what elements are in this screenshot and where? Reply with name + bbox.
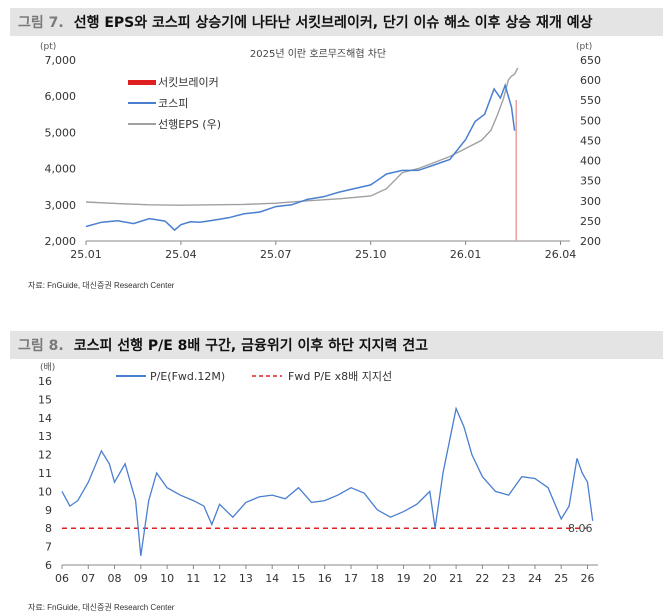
x-tick-label: 08 [108,572,122,585]
x-tick-label: 25.01 [70,248,102,261]
y-tick: 10 [38,485,52,498]
x-tick-label: 11 [186,572,200,585]
figure-8-title: 코스피 선행 P/E 8배 구간, 금융위기 이후 하단 지지력 견고 [73,338,429,354]
y-tick: 13 [38,430,52,443]
y-tick-left: 4,000 [45,163,77,176]
x-tick-label: 19 [397,572,411,585]
chart-1: (pt) (pt) 2,000 3,000 4,000 5,000 6,000 7,000 20… [40,42,601,261]
y-tick-left: 5,000 [45,126,77,139]
legend-label: Fwd P/E x8배 지지선 [288,370,392,383]
x-tick-label: 17 [344,572,358,585]
x-tick-label: 12 [213,572,227,585]
x-tick-label: 25.04 [165,248,197,261]
x-tick-label: 06 [55,572,69,585]
x-tick-label: 25.10 [355,248,387,261]
annotation-label: 2025년 이란 호르무즈해협 차단 [250,47,386,60]
kospi-line [85,82,516,232]
figure-7-source: 자료: FnGuide, 대신증권 Research Center [28,281,175,290]
x-tick-label: 25.07 [260,248,292,261]
legend-label: P/E(Fwd.12M) [150,370,225,383]
y-tick-left: 3,000 [45,199,77,212]
x-tick-label: 20 [423,572,437,585]
x-tick-label: 14 [265,572,279,585]
chart-2: (배) 6 7 8 9 10 11 12 13 14 15 16 06 07 08 09 10 11 12 13 14 1… [38,362,598,585]
y-unit: (배) [40,362,55,373]
y-tick-right: 250 [580,215,601,228]
y-tick-right: 500 [580,114,601,127]
y-tick-right: 350 [580,175,601,188]
y-tick-right: 200 [580,235,601,248]
figure-7-number: 그림 7. [18,15,64,31]
x-tick-label: 10 [160,572,174,585]
pe-end-label: 8.06 [568,522,593,535]
legend-label: 코스피 [158,97,188,110]
legend-label: 선행EPS (우) [158,118,221,131]
y-tick-left: 6,000 [45,90,77,103]
x-tick-label: 26 [580,572,594,585]
y-tick-left: 2,000 [45,235,77,248]
x-tick-label: 26.04 [545,248,577,261]
y-tick: 12 [38,449,52,462]
x-tick-label: 09 [134,572,148,585]
legend-label: 서킷브레이커 [158,76,219,89]
x-tick-label: 23 [502,572,516,585]
y-tick: 14 [38,412,52,425]
pe-line [61,406,594,556]
y-tick-right: 600 [580,74,601,87]
x-tick-label: 15 [291,572,305,585]
x-tick-label: 16 [318,572,332,585]
figure-8-source: 자료: FnGuide, 대신증권 Research Center [28,603,175,612]
y-tick-right: 400 [580,155,601,168]
figure-7-title: 선행 EPS와 코스피 상승기에 나타난 서킷브레이커, 단기 이슈 해소 이후… [73,15,593,31]
y-tick: 6 [45,559,52,572]
x-tick-label: 21 [449,572,463,585]
x-tick-label: 24 [528,572,542,585]
x-tick-label: 22 [475,572,489,585]
y-tick-right: 450 [580,134,601,147]
figure-8-header: 그림 8. 코스피 선행 P/E 8배 구간, 금융위기 이후 하단 지지력 견… [10,331,663,359]
y-tick: 16 [38,375,52,388]
y-tick-right: 650 [580,54,601,67]
x-tick-label: 26.01 [450,248,482,261]
x-tick-label: 07 [81,572,95,585]
x-tick-label: 25 [554,572,568,585]
y-tick: 11 [38,467,52,480]
y-tick: 15 [38,393,52,406]
y-tick: 7 [45,541,52,554]
figure-7-header: 그림 7. 선행 EPS와 코스피 상승기에 나타난 서킷브레이커, 단기 이슈… [10,8,663,36]
y-tick: 8 [45,522,52,535]
y-tick: 9 [45,504,52,517]
y-tick-right: 300 [580,195,601,208]
figure-8-number: 그림 8. [18,338,64,354]
y-tick-left: 7,000 [45,54,77,67]
x-tick-label: 13 [239,572,253,585]
eps-line [85,67,519,206]
legend-swatch-circuit-breaker [128,80,156,85]
y-unit-right: (pt) [576,42,592,52]
y-unit-left: (pt) [40,42,56,52]
x-tick-label: 18 [370,572,384,585]
y-tick-right: 550 [580,94,601,107]
